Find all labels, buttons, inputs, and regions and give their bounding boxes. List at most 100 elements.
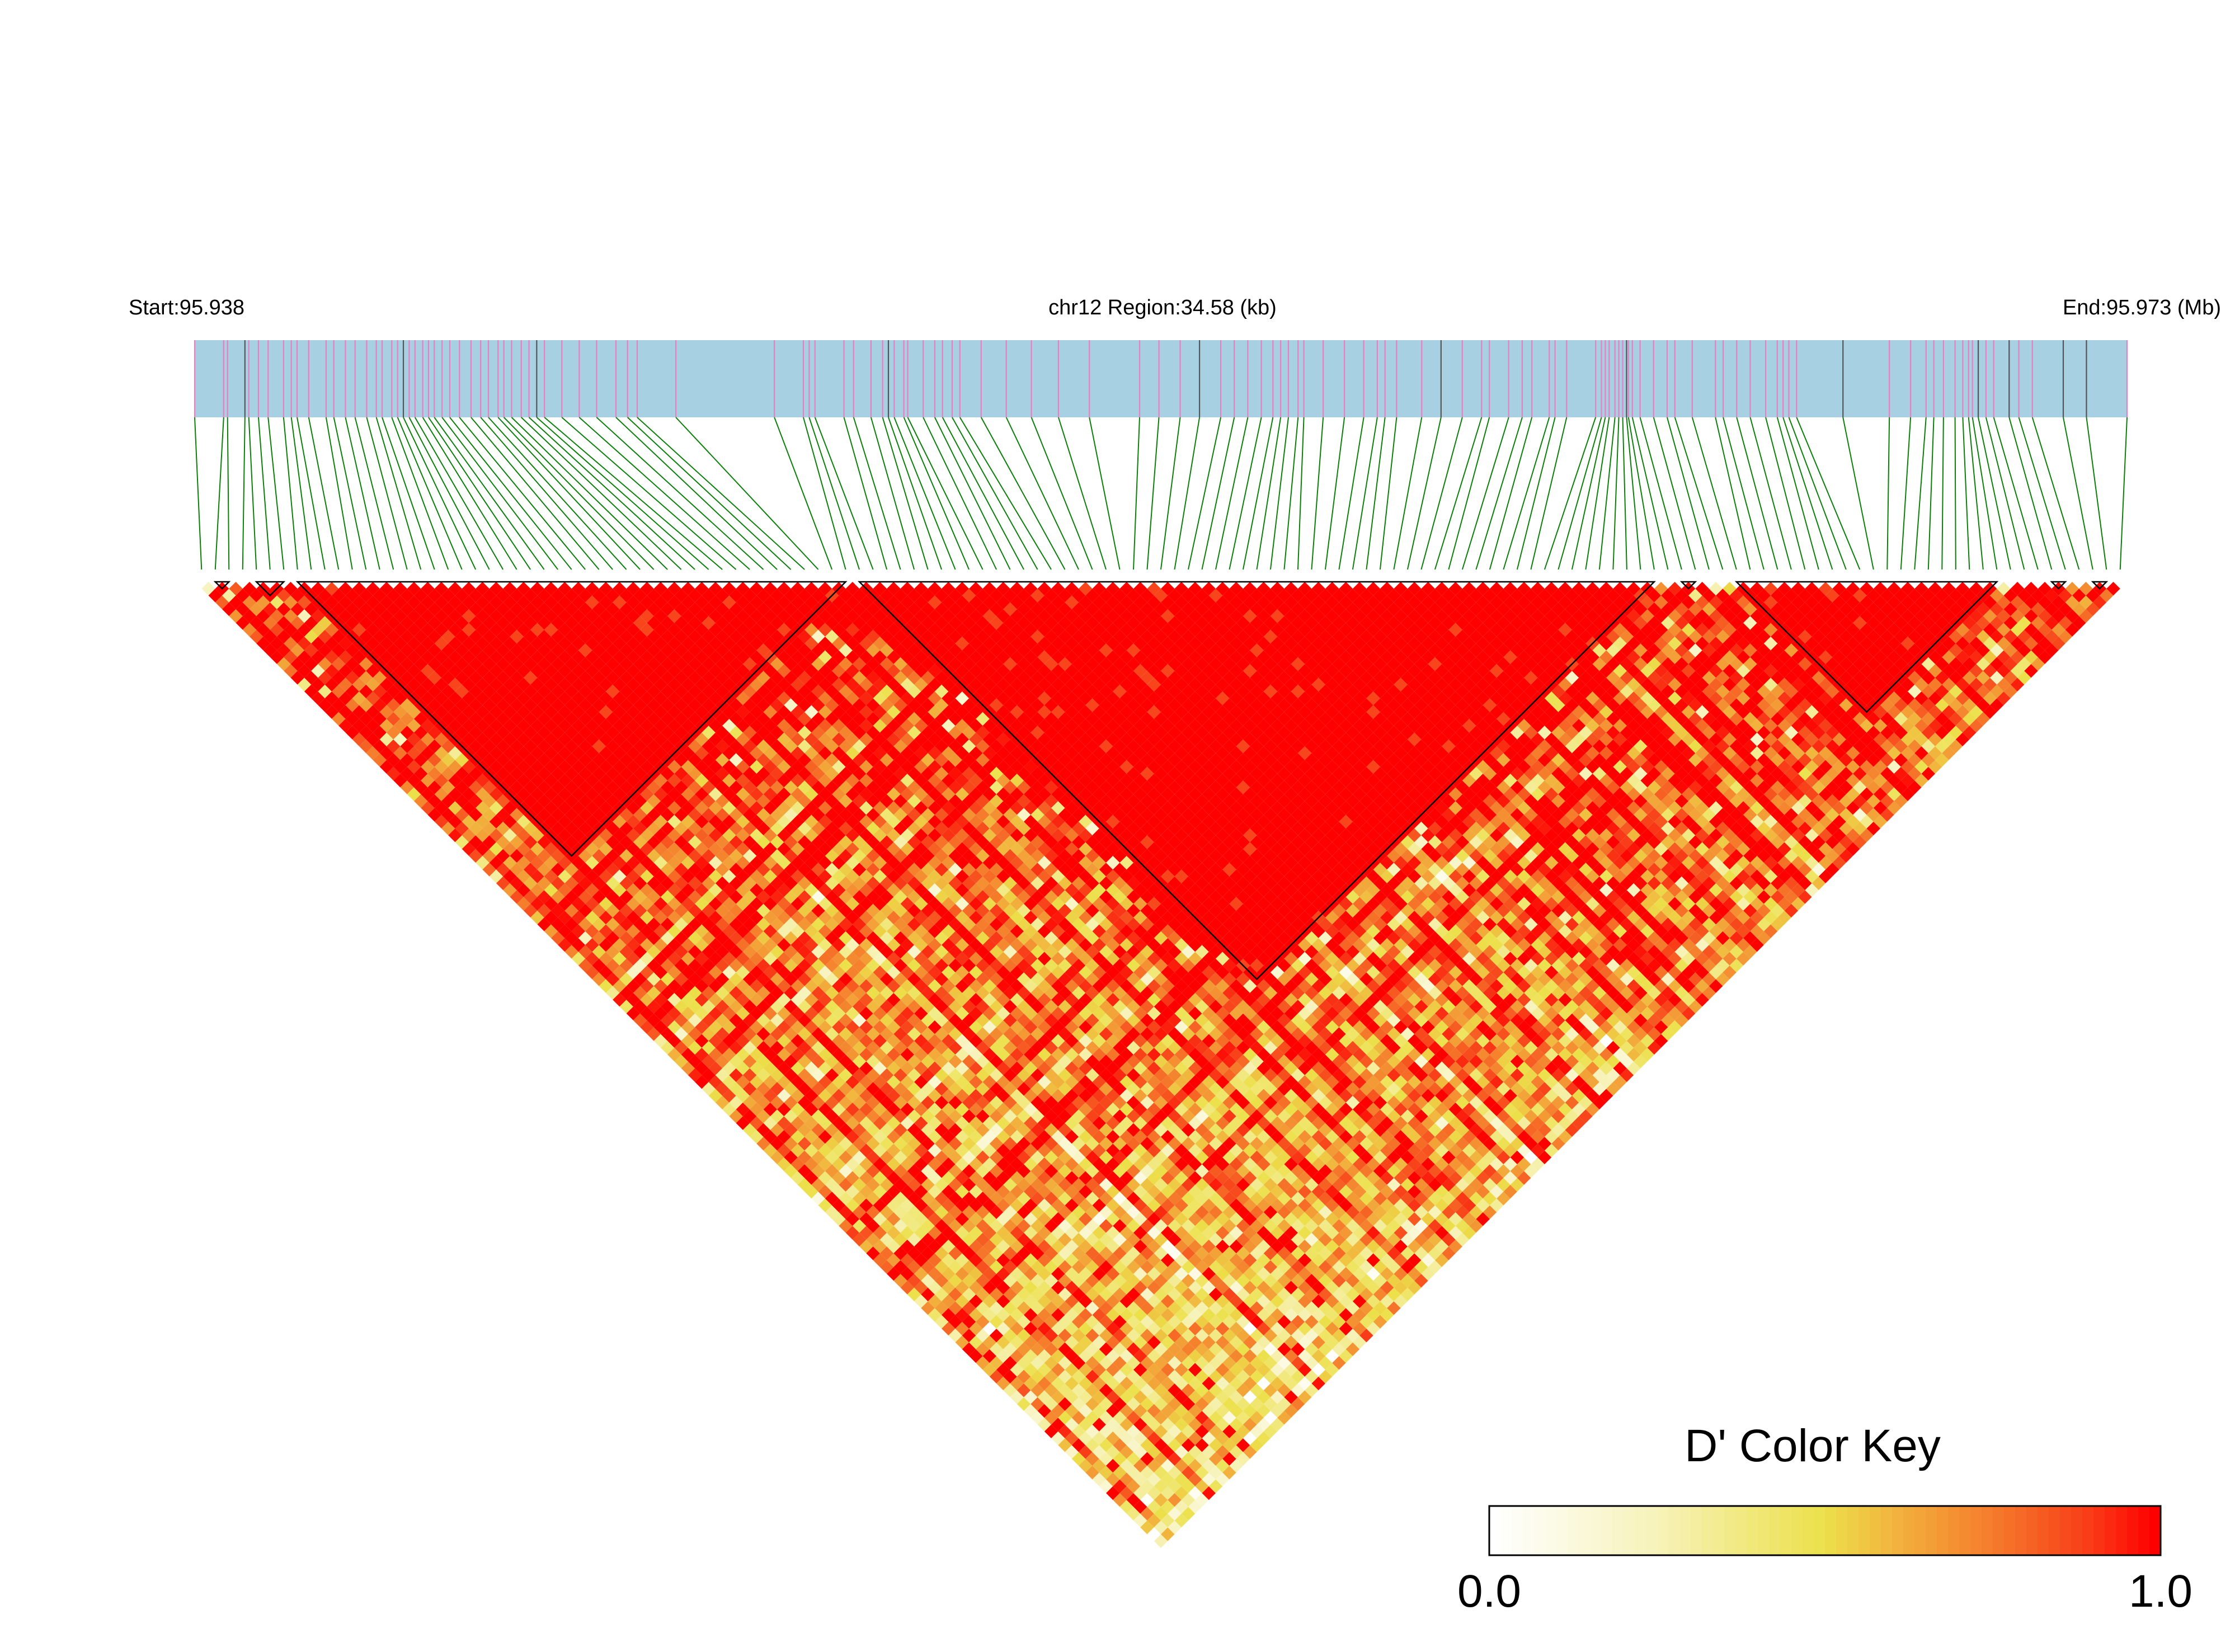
ld-cell xyxy=(1037,1253,1052,1267)
ld-cell xyxy=(297,623,312,637)
ld-cell xyxy=(400,602,414,616)
ld-cell xyxy=(715,917,730,931)
ld-cell xyxy=(1168,1329,1182,1343)
ld-cell xyxy=(379,595,394,609)
ld-cell xyxy=(571,746,586,760)
ld-cell xyxy=(619,780,633,794)
snp-connector xyxy=(1174,417,1201,570)
ld-cell xyxy=(879,1246,894,1260)
ld-cell xyxy=(791,1171,805,1185)
ld-cell xyxy=(599,952,613,966)
ld-heatmap-cells xyxy=(201,582,2120,1548)
ld-cell xyxy=(489,705,504,719)
ld-cell xyxy=(605,903,620,918)
ld-cell xyxy=(942,1171,956,1185)
ld-cell xyxy=(585,746,599,760)
ld-cell xyxy=(1003,1329,1017,1343)
ld-cell xyxy=(989,1246,1004,1260)
ld-cell xyxy=(503,773,517,788)
snp-connector xyxy=(366,417,408,570)
ld-cell xyxy=(386,698,401,712)
ld-cell xyxy=(976,1315,990,1329)
ld-cell xyxy=(729,972,743,986)
ld-cell xyxy=(1119,1404,1134,1418)
ld-cell xyxy=(729,1027,743,1041)
ld-cell xyxy=(489,746,504,760)
ld-cell xyxy=(1051,1253,1065,1267)
ld-cell xyxy=(1181,1452,1196,1466)
ld-cell xyxy=(763,1129,778,1144)
ld-cell xyxy=(1051,1404,1065,1418)
ld-cell xyxy=(1031,1383,1044,1397)
ld-cell xyxy=(1037,1212,1052,1226)
ld-cell xyxy=(523,821,538,836)
ld-cell xyxy=(530,718,544,733)
snp-connector xyxy=(803,417,846,570)
ld-cell xyxy=(359,684,373,699)
ld-cell xyxy=(969,1143,983,1157)
ld-cell xyxy=(462,787,476,801)
ld-cell xyxy=(407,773,421,788)
ld-cell xyxy=(455,698,469,712)
ld-cell xyxy=(942,1253,956,1267)
ld-cell xyxy=(338,718,352,733)
ld-cell xyxy=(879,1219,894,1233)
ld-cell xyxy=(297,663,312,678)
ld-cell xyxy=(1031,1329,1044,1343)
ld-cell xyxy=(976,1205,990,1220)
ld-cell xyxy=(818,1116,832,1130)
snp-connector xyxy=(441,417,558,570)
ld-cell xyxy=(393,718,407,733)
ld-cell xyxy=(544,910,558,925)
snp-connector xyxy=(544,417,723,570)
ld-cell xyxy=(462,718,476,733)
ld-cell xyxy=(996,1171,1010,1185)
ld-cell xyxy=(976,1329,990,1343)
ld-cell xyxy=(516,746,531,760)
ld-cell xyxy=(276,589,291,603)
ld-cell xyxy=(708,992,723,1007)
ld-cell xyxy=(434,582,449,596)
ld-cell xyxy=(982,1226,997,1240)
ld-cell xyxy=(900,1171,915,1185)
ld-cell xyxy=(352,718,366,733)
ld-cell xyxy=(934,1205,949,1220)
ld-cell xyxy=(1017,1356,1031,1370)
ld-cell xyxy=(825,1150,839,1165)
ld-cell xyxy=(619,986,633,1000)
ld-cell xyxy=(996,1198,1010,1212)
ld-cell xyxy=(982,1253,997,1267)
ld-cell xyxy=(647,917,661,931)
ld-cell xyxy=(839,1178,853,1192)
ld-cell xyxy=(311,582,325,596)
ld-cell xyxy=(585,773,599,788)
snp-connector xyxy=(561,417,737,570)
ld-cell xyxy=(496,835,510,849)
ld-cell xyxy=(1195,1493,1209,1507)
ld-cell xyxy=(1092,1239,1107,1254)
ld-cell xyxy=(599,910,613,925)
ld-cell xyxy=(421,650,435,664)
ld-cell xyxy=(476,773,490,788)
snp-connector xyxy=(521,417,682,570)
ld-cell xyxy=(674,903,688,918)
ld-cell xyxy=(962,1287,976,1302)
ld-cell xyxy=(647,876,661,891)
ld-cell xyxy=(1147,1376,1161,1391)
snp-connector xyxy=(1503,417,1550,570)
ld-cell xyxy=(934,1109,949,1123)
ld-cell xyxy=(373,684,387,699)
ld-cell xyxy=(523,890,538,904)
ld-cell xyxy=(702,903,716,918)
ld-cell xyxy=(311,650,325,664)
ld-cell xyxy=(859,1047,873,1062)
ld-cell xyxy=(386,753,401,767)
ld-cell xyxy=(1092,1376,1107,1391)
ld-cell xyxy=(413,739,428,754)
ld-cell xyxy=(1208,1411,1223,1425)
ld-cell xyxy=(750,924,764,938)
ld-cell xyxy=(1085,1383,1099,1397)
ld-cell xyxy=(1051,1267,1065,1281)
snp-connector xyxy=(1256,417,1282,570)
ld-cell xyxy=(407,582,421,596)
